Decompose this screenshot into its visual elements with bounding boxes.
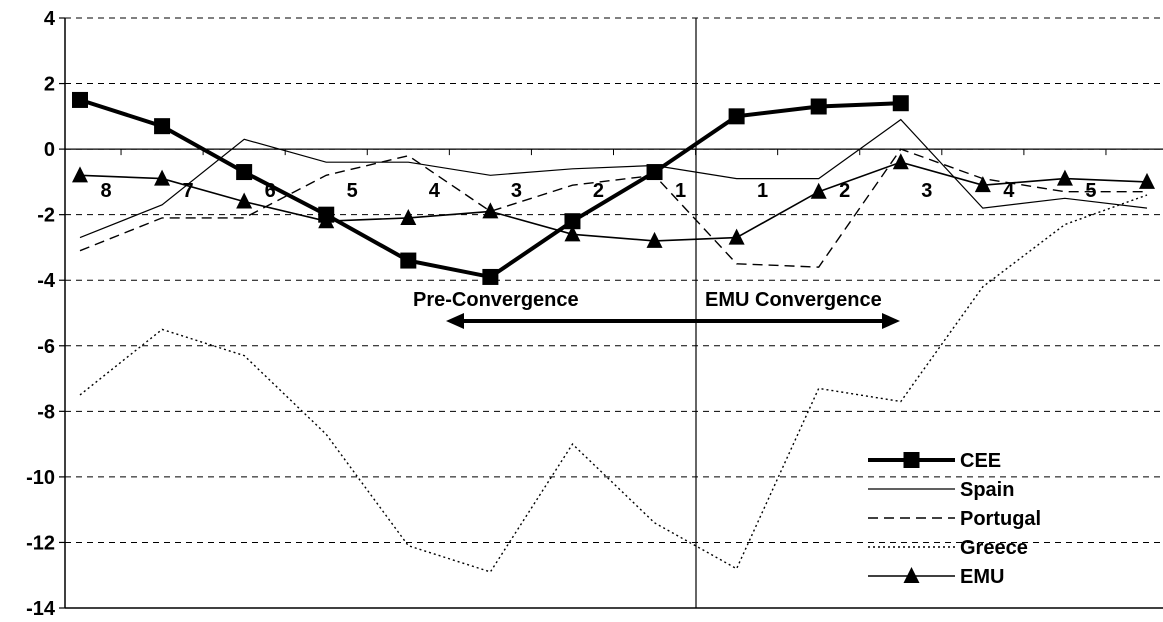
x-tick-label: 2 bbox=[593, 180, 604, 202]
y-tick-label: -2 bbox=[37, 205, 55, 227]
x-tick-label: 1 bbox=[757, 180, 768, 202]
y-tick-label: -4 bbox=[37, 270, 56, 292]
y-tick-label: -10 bbox=[26, 467, 55, 489]
y-tick-label: -12 bbox=[26, 532, 55, 554]
data-point-emu bbox=[564, 225, 581, 242]
legend-item-cee: CEE bbox=[868, 450, 1001, 472]
data-point-emu bbox=[1139, 172, 1155, 189]
legend-item-emu: EMU bbox=[868, 566, 1004, 588]
data-point-cee bbox=[482, 268, 499, 285]
x-tick-label: 1 bbox=[675, 180, 686, 202]
legend-label: Portugal bbox=[960, 508, 1041, 530]
legend-marker bbox=[903, 452, 920, 468]
series-line-greece bbox=[79, 194, 1148, 573]
legend-label: CEE bbox=[960, 450, 1001, 472]
double-arrow bbox=[446, 313, 900, 329]
legend-marker bbox=[903, 567, 920, 583]
data-point-cee bbox=[892, 95, 909, 112]
series-line-emu bbox=[79, 161, 1148, 242]
data-point-cee bbox=[236, 164, 253, 181]
axes bbox=[59, 17, 1163, 609]
x-tick-label: 7 bbox=[183, 180, 194, 202]
y-tick-label: 0 bbox=[44, 139, 55, 161]
legend-item-spain: Spain bbox=[868, 479, 1014, 501]
x-tick-label: 3 bbox=[921, 180, 932, 202]
series-line-cee bbox=[79, 97, 901, 280]
x-axis-ticks: 87654321123456 bbox=[100, 180, 1096, 202]
data-point-cee bbox=[318, 206, 335, 223]
emu-convergence-label: EMU Convergence bbox=[705, 289, 882, 311]
phase-annotation: Pre-Convergence EMU Convergence bbox=[413, 289, 900, 329]
x-tick-label: 5 bbox=[1085, 180, 1096, 202]
y-tick-label: -8 bbox=[37, 401, 55, 423]
x-tick-label: 3 bbox=[511, 180, 522, 202]
legend-label: Greece bbox=[960, 537, 1028, 559]
series-lines bbox=[72, 91, 1155, 573]
data-point-cee bbox=[646, 164, 663, 181]
data-point-emu bbox=[728, 228, 745, 245]
x-tick-label: 5 bbox=[347, 180, 358, 202]
data-point-emu bbox=[810, 182, 827, 199]
legend-label: EMU bbox=[960, 566, 1004, 588]
series-line-spain bbox=[79, 118, 1148, 239]
data-point-emu bbox=[646, 231, 663, 248]
data-point-emu bbox=[154, 169, 171, 186]
data-point-cee bbox=[564, 213, 581, 230]
data-point-emu bbox=[1056, 169, 1073, 186]
x-tick-label: 4 bbox=[429, 180, 441, 202]
legend-label: Spain bbox=[960, 479, 1014, 501]
x-tick-label: 6 bbox=[265, 180, 276, 202]
data-point-cee bbox=[728, 108, 745, 125]
y-tick-label: 4 bbox=[44, 8, 56, 30]
x-tick-label: 2 bbox=[839, 180, 850, 202]
data-point-emu bbox=[400, 208, 417, 225]
data-point-cee bbox=[154, 118, 171, 135]
y-tick-label: -14 bbox=[26, 598, 56, 620]
series-line-portugal bbox=[79, 148, 1147, 268]
data-point-cee bbox=[400, 252, 417, 269]
legend-item-portugal: Portugal bbox=[868, 508, 1041, 530]
data-point-emu bbox=[892, 153, 909, 170]
y-tick-label: -6 bbox=[37, 336, 55, 358]
x-tick-label: 4 bbox=[1003, 180, 1015, 202]
data-point-emu bbox=[236, 192, 253, 209]
legend-item-greece: Greece bbox=[868, 537, 1028, 559]
data-point-cee bbox=[72, 91, 88, 108]
data-point-emu bbox=[72, 166, 88, 183]
legend: CEE Spain Portugal Greece EMU bbox=[868, 450, 1041, 588]
x-tick-label: 8 bbox=[100, 180, 111, 202]
y-tick-label: 2 bbox=[44, 74, 55, 96]
y-axis-ticks: 4 2 0 -2 -4 -6 -8 -10 -12 -14 bbox=[26, 8, 56, 620]
pre-convergence-label: Pre-Convergence bbox=[413, 289, 579, 311]
data-point-cee bbox=[810, 98, 827, 115]
data-point-emu bbox=[482, 202, 499, 219]
data-point-emu bbox=[974, 176, 991, 193]
